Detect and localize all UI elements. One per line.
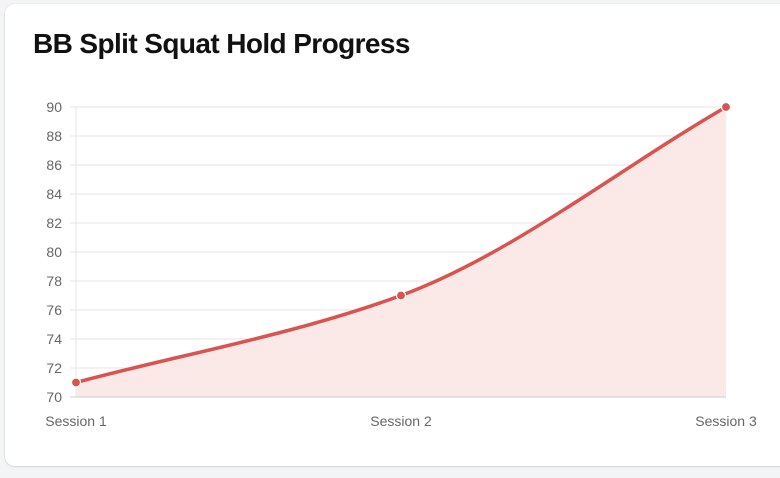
y-tick-label-76: 76	[46, 302, 62, 318]
y-tick-label-72: 72	[46, 360, 62, 376]
y-tick-label-84: 84	[46, 186, 62, 202]
y-tick-label-70: 70	[46, 389, 62, 405]
y-tick-labels: 70 72 74 76 78 80 82 84 86 88 90	[46, 99, 62, 405]
y-tick-label-80: 80	[46, 244, 62, 260]
y-tick-label-74: 74	[46, 331, 62, 347]
data-point-3[interactable]	[720, 101, 732, 113]
data-point-1[interactable]	[70, 377, 82, 388]
data-points	[70, 101, 732, 388]
area-fill	[76, 107, 726, 397]
x-tick-label-2: Session 2	[370, 413, 432, 429]
y-tick-label-82: 82	[46, 215, 62, 231]
data-point-2[interactable]	[395, 290, 407, 301]
y-tick-label-88: 88	[46, 128, 62, 144]
x-tick-label-1: Session 1	[45, 413, 107, 429]
chart-title: BB Split Squat Hold Progress	[33, 28, 410, 59]
x-tick-label-3: Session 3	[695, 413, 757, 429]
y-tick-label-86: 86	[46, 157, 62, 173]
y-tick-label-90: 90	[46, 99, 62, 115]
x-tick-labels: Session 1 Session 2 Session 3	[45, 413, 757, 429]
y-tick-label-78: 78	[46, 273, 62, 289]
